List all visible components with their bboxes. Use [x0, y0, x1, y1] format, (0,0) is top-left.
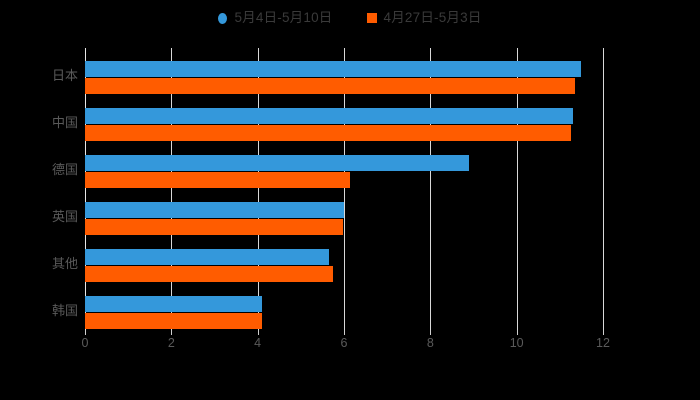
y-axis-category-labels: 日本中国德国英国其他韩国	[0, 48, 78, 330]
bar[interactable]	[85, 313, 262, 329]
x-tick-mark-4	[257, 330, 259, 335]
x-axis: 0 2 4 6 8 10 12	[81, 330, 610, 360]
x-tick-label-10: 10	[509, 336, 524, 350]
x-tick-label-12: 12	[596, 336, 610, 350]
bar[interactable]	[85, 78, 575, 94]
y-axis-label-5: 韩国	[51, 303, 78, 318]
x-tick-label-2: 2	[167, 336, 175, 350]
gridline-x-12	[603, 48, 604, 330]
bar[interactable]	[85, 155, 470, 171]
legend-circle-marker-icon	[218, 12, 228, 24]
x-tick-label-6: 6	[340, 336, 348, 350]
bar[interactable]	[85, 219, 344, 235]
x-tick-mark-8	[430, 330, 432, 335]
legend-square-marker-icon	[366, 13, 377, 23]
bar[interactable]	[85, 172, 351, 188]
gridline-x-2	[171, 48, 173, 330]
y-axis-label-2: 德国	[51, 162, 78, 177]
x-tick-mark-6	[344, 330, 345, 335]
legend-label-series-1: 4月27日-5月3日	[383, 10, 482, 26]
bar-group	[85, 142, 603, 189]
y-axis-label-0: 日本	[51, 68, 78, 83]
x-tick-label-0: 0	[81, 336, 89, 350]
bar-group	[85, 283, 603, 330]
y-axis-label-4: 其他	[51, 256, 78, 271]
y-axis-label-1: 中国	[51, 115, 78, 130]
gridline-x-10	[516, 48, 518, 330]
legend-label-series-0: 5月4日-5月10日	[234, 10, 333, 26]
gridline-x-0	[85, 48, 86, 330]
bar[interactable]	[85, 108, 573, 124]
bar-group	[85, 189, 603, 236]
legend-item-series-0[interactable]: 5月4日-5月10日	[218, 11, 332, 25]
bar[interactable]	[85, 202, 344, 218]
bar[interactable]	[85, 266, 334, 282]
bar[interactable]	[85, 296, 262, 312]
bar[interactable]	[85, 125, 571, 141]
gridline-x-4	[257, 48, 259, 330]
gridline-x-8	[430, 48, 432, 330]
x-tick-label-4: 4	[254, 336, 262, 350]
bar[interactable]	[85, 61, 582, 77]
x-tick-mark-10	[516, 330, 518, 335]
gridline-x-6	[344, 48, 345, 330]
y-axis-label-3: 英国	[51, 209, 78, 224]
chart-legend: 5月4日-5月10日 4月27日-5月3日	[0, 6, 700, 30]
x-tick-mark-2	[171, 330, 173, 335]
bar-group	[85, 95, 603, 142]
x-tick-mark-0	[85, 330, 86, 335]
bar-group	[85, 48, 603, 95]
legend-item-series-1[interactable]: 4月27日-5月3日	[366, 10, 482, 26]
bar[interactable]	[85, 249, 329, 265]
x-tick-label-8: 8	[426, 336, 434, 350]
bar-group	[85, 236, 603, 283]
x-tick-mark-12	[603, 330, 604, 335]
plot-area	[85, 48, 604, 330]
